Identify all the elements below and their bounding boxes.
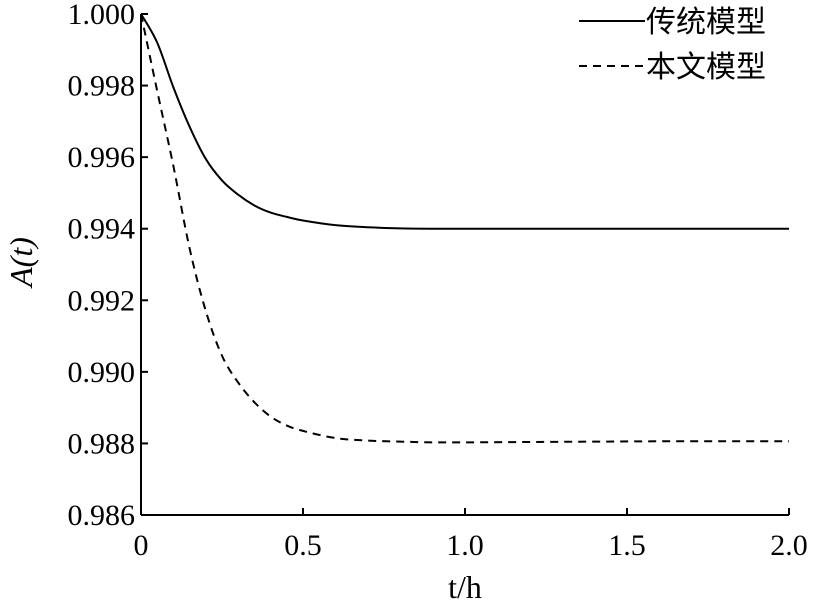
y-tick-label: 0.986: [68, 499, 136, 532]
x-ticks: 0 0.5 1.0 1.5 2.0: [134, 508, 808, 562]
y-tick-label: 0.990: [68, 356, 136, 389]
y-axis-label: A(t): [3, 237, 39, 289]
axes: [140, 14, 789, 516]
x-axis-label: t/h: [448, 569, 482, 605]
y-tick-label: 0.994: [68, 213, 136, 246]
legend-label-1: 传统模型: [646, 5, 766, 40]
legend-label-2: 本文模型: [646, 50, 766, 85]
x-tick-label: 1.5: [608, 529, 646, 562]
y-tick-label: 0.988: [68, 427, 136, 460]
y-tick-label: 0.998: [68, 70, 136, 103]
y-tick-label: 0.996: [68, 141, 136, 174]
x-tick-label: 0.5: [284, 529, 322, 562]
series-line-2: [140, 13, 790, 444]
y-tick-label: 0.992: [68, 284, 136, 317]
y-tick-label: 1.000: [68, 0, 136, 31]
series-line-1: [140, 13, 789, 230]
series-group: [140, 13, 790, 444]
x-tick-label: 1.0: [446, 529, 484, 562]
x-tick-label: 2.0: [770, 529, 808, 562]
y-ticks: 0.986 0.988 0.990 0.992 0.994 0.996 0.998 1.000: [68, 0, 148, 532]
x-tick-label: 0: [134, 529, 149, 562]
